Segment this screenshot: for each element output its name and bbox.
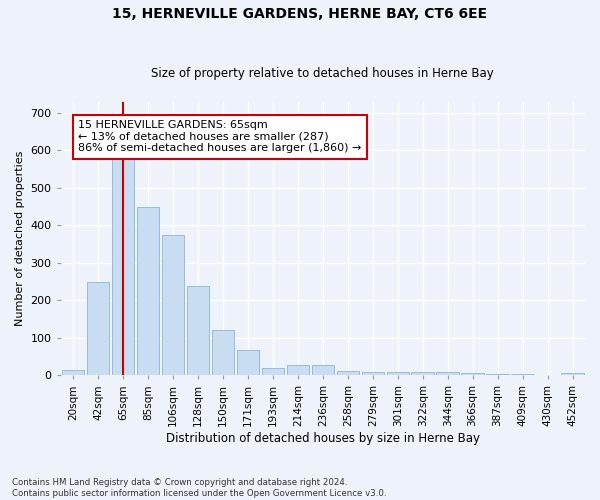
Bar — [212, 330, 234, 376]
Bar — [87, 282, 109, 376]
Bar — [112, 156, 134, 376]
Bar — [386, 372, 409, 376]
Bar — [362, 372, 384, 376]
Bar — [237, 350, 259, 376]
Bar — [311, 365, 334, 376]
Title: Size of property relative to detached houses in Herne Bay: Size of property relative to detached ho… — [151, 66, 494, 80]
Bar — [137, 206, 160, 376]
Text: Contains HM Land Registry data © Crown copyright and database right 2024.
Contai: Contains HM Land Registry data © Crown c… — [12, 478, 386, 498]
Bar — [62, 370, 85, 376]
Bar — [511, 374, 534, 376]
Text: 15, HERNEVILLE GARDENS, HERNE BAY, CT6 6EE: 15, HERNEVILLE GARDENS, HERNE BAY, CT6 6… — [112, 8, 488, 22]
Bar — [561, 374, 584, 376]
Bar — [487, 374, 509, 376]
Bar — [461, 373, 484, 376]
Bar — [337, 371, 359, 376]
Bar — [287, 365, 309, 376]
Y-axis label: Number of detached properties: Number of detached properties — [15, 150, 25, 326]
Bar — [412, 372, 434, 376]
Bar — [162, 234, 184, 376]
Bar — [187, 286, 209, 376]
Bar — [436, 372, 459, 376]
X-axis label: Distribution of detached houses by size in Herne Bay: Distribution of detached houses by size … — [166, 432, 480, 445]
Bar — [262, 368, 284, 376]
Text: 15 HERNEVILLE GARDENS: 65sqm
← 13% of detached houses are smaller (287)
86% of s: 15 HERNEVILLE GARDENS: 65sqm ← 13% of de… — [78, 120, 362, 154]
